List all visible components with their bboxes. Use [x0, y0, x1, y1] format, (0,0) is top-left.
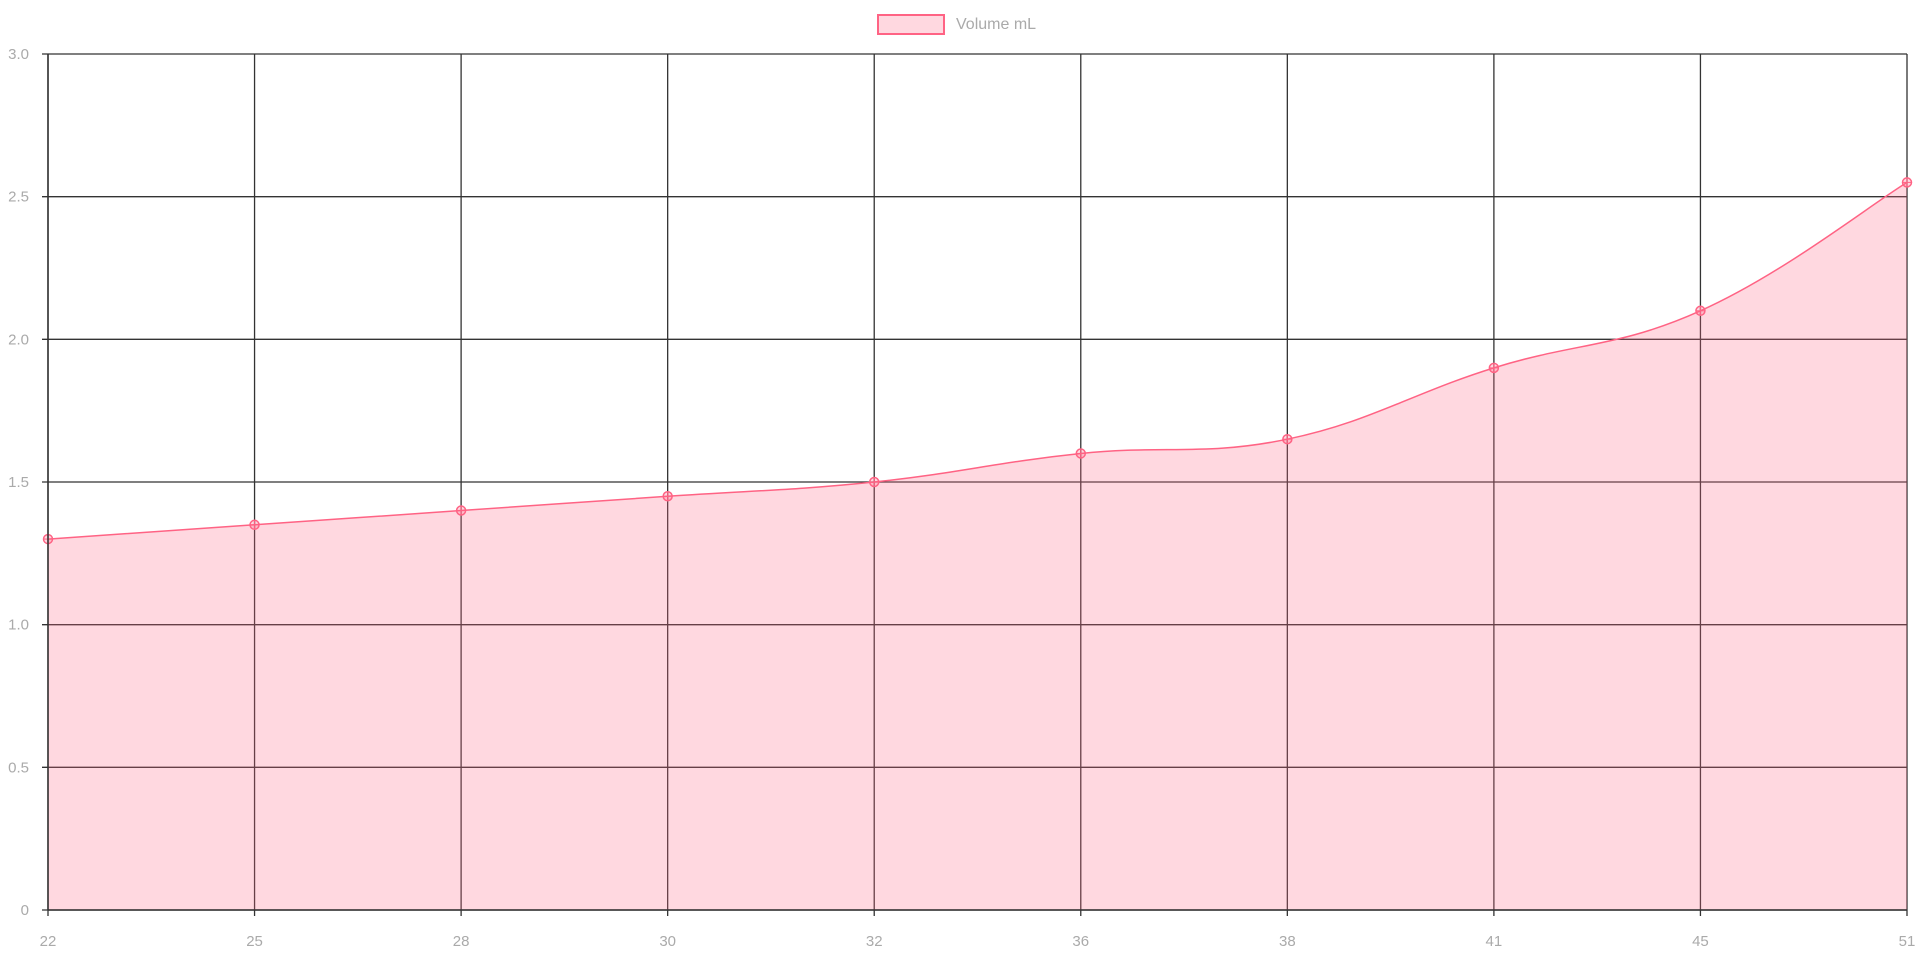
- legend-swatch-volume: [877, 14, 945, 35]
- y-tick-label: 2.0: [8, 331, 29, 348]
- x-tick-label: 28: [453, 933, 470, 950]
- y-tick-label: 2.5: [8, 189, 29, 206]
- x-tick-label: 41: [1486, 933, 1503, 950]
- x-tick-label: 30: [659, 933, 676, 950]
- y-tick-label: 0: [21, 902, 29, 919]
- x-tick-label: 36: [1072, 933, 1089, 950]
- legend[interactable]: Volume mL: [877, 14, 1036, 35]
- series-line: [47, 181, 1908, 540]
- x-tick-label: 25: [246, 933, 263, 950]
- y-tick-label: 1.5: [8, 474, 29, 491]
- x-tick-label: 51: [1899, 933, 1916, 950]
- x-tick-label: 45: [1692, 933, 1709, 950]
- legend-label-volume: Volume mL: [956, 15, 1037, 33]
- x-tick-label: 38: [1279, 933, 1296, 950]
- y-tick-label: 3.0: [8, 46, 29, 63]
- y-tick-label: 1.0: [8, 617, 29, 634]
- series-area-fill: [48, 182, 1907, 910]
- x-tick-label: 22: [40, 933, 57, 950]
- x-tick-label: 32: [866, 933, 883, 950]
- y-tick-label: 0.5: [8, 759, 29, 776]
